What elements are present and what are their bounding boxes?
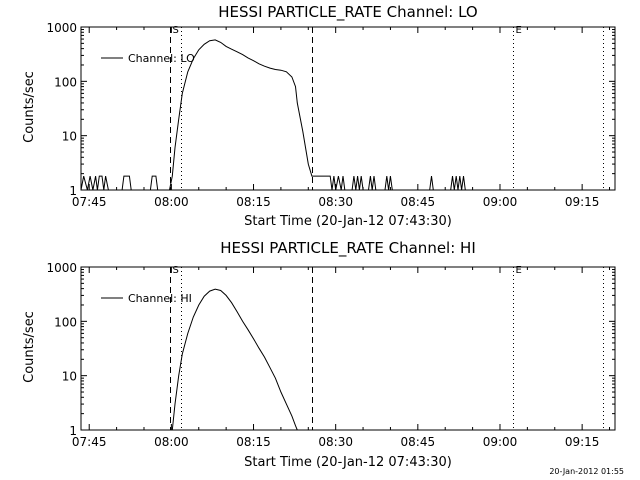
y-tick-label: 10 [62,130,77,144]
y-axis-label: Counts/sec [22,71,37,143]
series-line [171,288,298,431]
lo-channel-panel: HESSI PARTICLE_RATE Channel: LO Counts/s… [22,3,616,229]
x-tick-label: 08:15 [236,435,271,449]
marker-label: S [173,265,179,276]
y-axis-label: Counts/sec [22,311,37,383]
x-tick-label: 08:45 [401,435,436,449]
legend-label: Channel: HI [128,292,192,305]
plot-frame [80,266,616,431]
x-tick-label: 08:00 [154,435,189,449]
y-tick-label: 10 [62,370,77,384]
x-tick-label: 09:00 [483,435,518,449]
marker-label: E [516,25,522,36]
series-line [80,39,615,191]
y-tick-label: 1000 [46,261,77,275]
y-tick-label: 100 [54,75,77,89]
marker-label: E [516,265,522,276]
chart-title: HESSI PARTICLE_RATE Channel: LO [218,3,477,22]
x-tick-label: 07:45 [72,195,107,209]
x-tick-label: 08:45 [401,195,436,209]
x-tick-label: 07:45 [72,435,107,449]
legend-label: Channel: LO [128,52,195,65]
hi-channel-panel: HESSI PARTICLE_RATE Channel: HI Counts/s… [22,239,616,470]
chart-title: HESSI PARTICLE_RATE Channel: HI [220,239,476,258]
x-tick-label: 09:15 [565,195,600,209]
x-tick-label: 08:00 [154,195,189,209]
marker-label: S [173,25,179,36]
x-tick-label: 08:30 [318,435,353,449]
x-tick-label: 08:15 [236,195,271,209]
x-axis-label: Start Time (20-Jan-12 07:43:30) [244,214,452,229]
y-tick-label: 1 [69,424,77,438]
footer-timestamp: 20-Jan-2012 01:55 [549,467,624,476]
plot-area: 07:45 08:00 08:15 08:30 08:45 09:00 09:15 1 10 10… [46,261,616,449]
x-tick-label: 08:30 [318,195,353,209]
x-axis-label: Start Time (20-Jan-12 07:43:30) [244,455,452,470]
x-tick-label: 09:00 [483,195,518,209]
y-tick-label: 1000 [46,21,77,35]
y-tick-label: 100 [54,315,77,329]
x-tick-label: 09:15 [565,435,600,449]
plot-area: 07:45 08:00 08:15 08:30 08:45 09:00 09:15 1 10 10… [46,21,616,209]
y-tick-label: 1 [69,184,77,198]
